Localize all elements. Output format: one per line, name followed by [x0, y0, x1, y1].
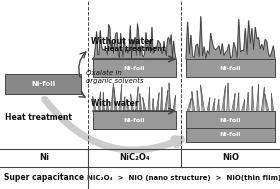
Bar — [186, 128, 275, 142]
Text: Heat treatment: Heat treatment — [5, 112, 72, 122]
Text: Ni-foil: Ni-foil — [31, 81, 55, 87]
Bar — [5, 74, 81, 94]
Text: Ni-foil: Ni-foil — [124, 118, 145, 122]
Text: Super capacitance: Super capacitance — [4, 174, 84, 183]
Polygon shape — [93, 24, 176, 59]
Text: NiC₂O₄: NiC₂O₄ — [119, 153, 150, 163]
Text: Oxalate in
organic solvents: Oxalate in organic solvents — [86, 70, 144, 84]
Polygon shape — [186, 16, 275, 59]
Text: Ni-foil: Ni-foil — [220, 118, 241, 122]
Text: With water: With water — [91, 98, 139, 108]
Text: Ni: Ni — [39, 153, 49, 163]
Text: Without water: Without water — [91, 36, 153, 46]
Text: NiC₂O₄  >  NiO (nano structure)  >  NiO(thin film): NiC₂O₄ > NiO (nano structure) > NiO(thin… — [87, 175, 280, 181]
Text: Ni-foil: Ni-foil — [220, 132, 241, 138]
Bar — [0, 0, 280, 149]
Bar — [93, 111, 176, 129]
Text: Ni-foil: Ni-foil — [124, 66, 145, 70]
Bar — [93, 59, 176, 77]
Bar — [0, 167, 280, 189]
Text: Ni-foil: Ni-foil — [220, 66, 241, 70]
Text: Heat treatment: Heat treatment — [104, 46, 165, 52]
Bar — [186, 111, 275, 129]
Bar — [0, 149, 280, 167]
Bar — [186, 59, 275, 77]
Text: NiO: NiO — [222, 153, 239, 163]
